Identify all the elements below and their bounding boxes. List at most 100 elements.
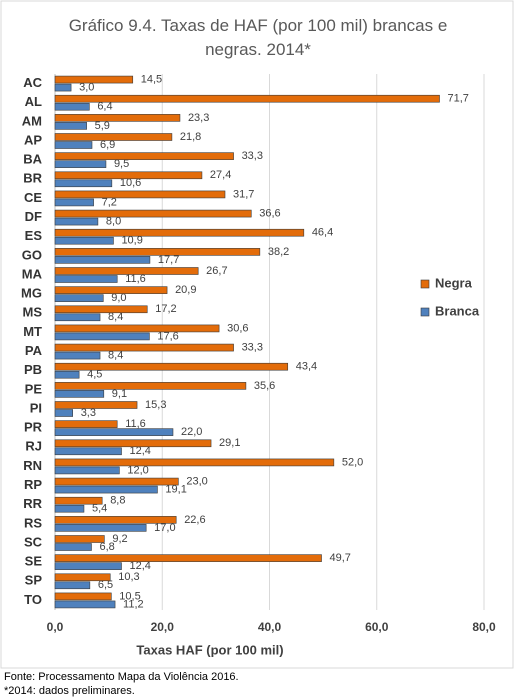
chart-title: Gráfico 9.4. Taxas de HAF (por 100 mil) … (68, 16, 448, 59)
value-label: 33,3 (242, 150, 263, 162)
value-label: 49,7 (330, 552, 351, 564)
value-label: 8,4 (108, 349, 123, 361)
bar (54, 217, 99, 226)
value-label: 5,9 (95, 120, 110, 132)
bar (54, 428, 174, 436)
bar (54, 122, 87, 130)
value-label: 33,3 (242, 341, 263, 353)
category-label: AM (22, 113, 42, 128)
bar (54, 152, 234, 160)
legend-swatch (420, 279, 430, 289)
bar (54, 75, 134, 84)
bar (54, 236, 114, 245)
value-label: 20,9 (175, 284, 196, 296)
category-label: RP (24, 477, 42, 492)
x-tick-label: 80,0 (472, 620, 496, 634)
value-label: 4,5 (87, 369, 102, 381)
bar (54, 516, 177, 524)
value-label: 43,4 (296, 361, 317, 373)
category-label: PA (25, 343, 43, 358)
bar (54, 94, 440, 103)
bar (54, 332, 150, 341)
bar (54, 256, 151, 264)
value-label: 15,3 (145, 399, 166, 411)
category-label: SE (25, 554, 43, 569)
bar (54, 600, 116, 609)
category-label: ES (25, 228, 43, 243)
bar (54, 573, 111, 582)
value-label: 11,6 (125, 418, 146, 430)
bar (54, 581, 91, 590)
bar (54, 286, 168, 294)
bar (54, 114, 181, 122)
category-label: SC (24, 534, 43, 549)
chart-frame (0, 0, 514, 669)
value-label: 12,4 (129, 445, 150, 457)
value-label: 17,2 (155, 303, 176, 315)
category-label: AC (23, 75, 42, 90)
bar (54, 439, 212, 448)
bar (54, 504, 85, 513)
category-label: DF (25, 209, 42, 224)
bar (54, 102, 90, 111)
category-label: SP (25, 573, 43, 588)
bar (54, 496, 103, 505)
value-label: 3,3 (81, 407, 96, 419)
x-tick-label: 60,0 (365, 620, 389, 634)
value-label: 6,4 (97, 101, 112, 113)
bar (54, 267, 199, 275)
value-label: 9,5 (114, 158, 129, 170)
value-label: 8,0 (106, 215, 121, 227)
category-label: BA (23, 152, 42, 167)
value-label: 12,0 (127, 464, 148, 476)
bar (54, 209, 252, 218)
value-label: 30,6 (227, 322, 248, 334)
value-label: 17,7 (158, 254, 179, 266)
category-label: RS (24, 515, 42, 530)
value-label: 52,0 (342, 456, 363, 468)
footnote: *2014: dados preliminares. (4, 685, 135, 697)
bar (54, 248, 261, 256)
category-label: TO (24, 592, 42, 607)
value-label: 17,0 (154, 522, 175, 534)
bar (54, 562, 122, 570)
category-label: RN (23, 458, 42, 473)
bar (54, 190, 226, 199)
value-label: 9,2 (112, 533, 127, 545)
value-label: 71,7 (447, 93, 468, 105)
bar (54, 198, 94, 207)
category-label: AL (25, 94, 42, 109)
category-label: RR (23, 496, 42, 511)
bar (54, 160, 107, 168)
bar (54, 420, 118, 428)
bar (54, 458, 335, 467)
value-label: 29,1 (219, 437, 240, 449)
category-label: MG (21, 286, 42, 301)
bar (54, 554, 322, 562)
value-label: 36,6 (259, 207, 280, 219)
bar (54, 228, 305, 237)
bar (54, 592, 112, 601)
bar (54, 447, 122, 456)
bar (54, 171, 203, 180)
value-label: 6,5 (98, 579, 113, 591)
bar (54, 351, 101, 360)
category-label: MA (22, 266, 43, 281)
value-label: 38,2 (268, 246, 289, 258)
category-label: BR (23, 171, 42, 186)
value-label: 26,7 (206, 265, 227, 277)
value-label: 7,2 (102, 196, 117, 208)
legend-label: Negra (435, 275, 473, 290)
value-label: 31,7 (233, 188, 254, 200)
bar (54, 535, 105, 543)
category-label: CE (24, 190, 42, 205)
value-label: 8,8 (110, 495, 125, 507)
bar (54, 275, 118, 283)
value-label: 8,4 (108, 311, 123, 323)
bar (54, 485, 158, 494)
value-label: 23,3 (188, 112, 209, 124)
value-label: 9,0 (111, 292, 126, 304)
bar (54, 294, 104, 302)
bar (54, 141, 93, 149)
bar (54, 370, 80, 379)
